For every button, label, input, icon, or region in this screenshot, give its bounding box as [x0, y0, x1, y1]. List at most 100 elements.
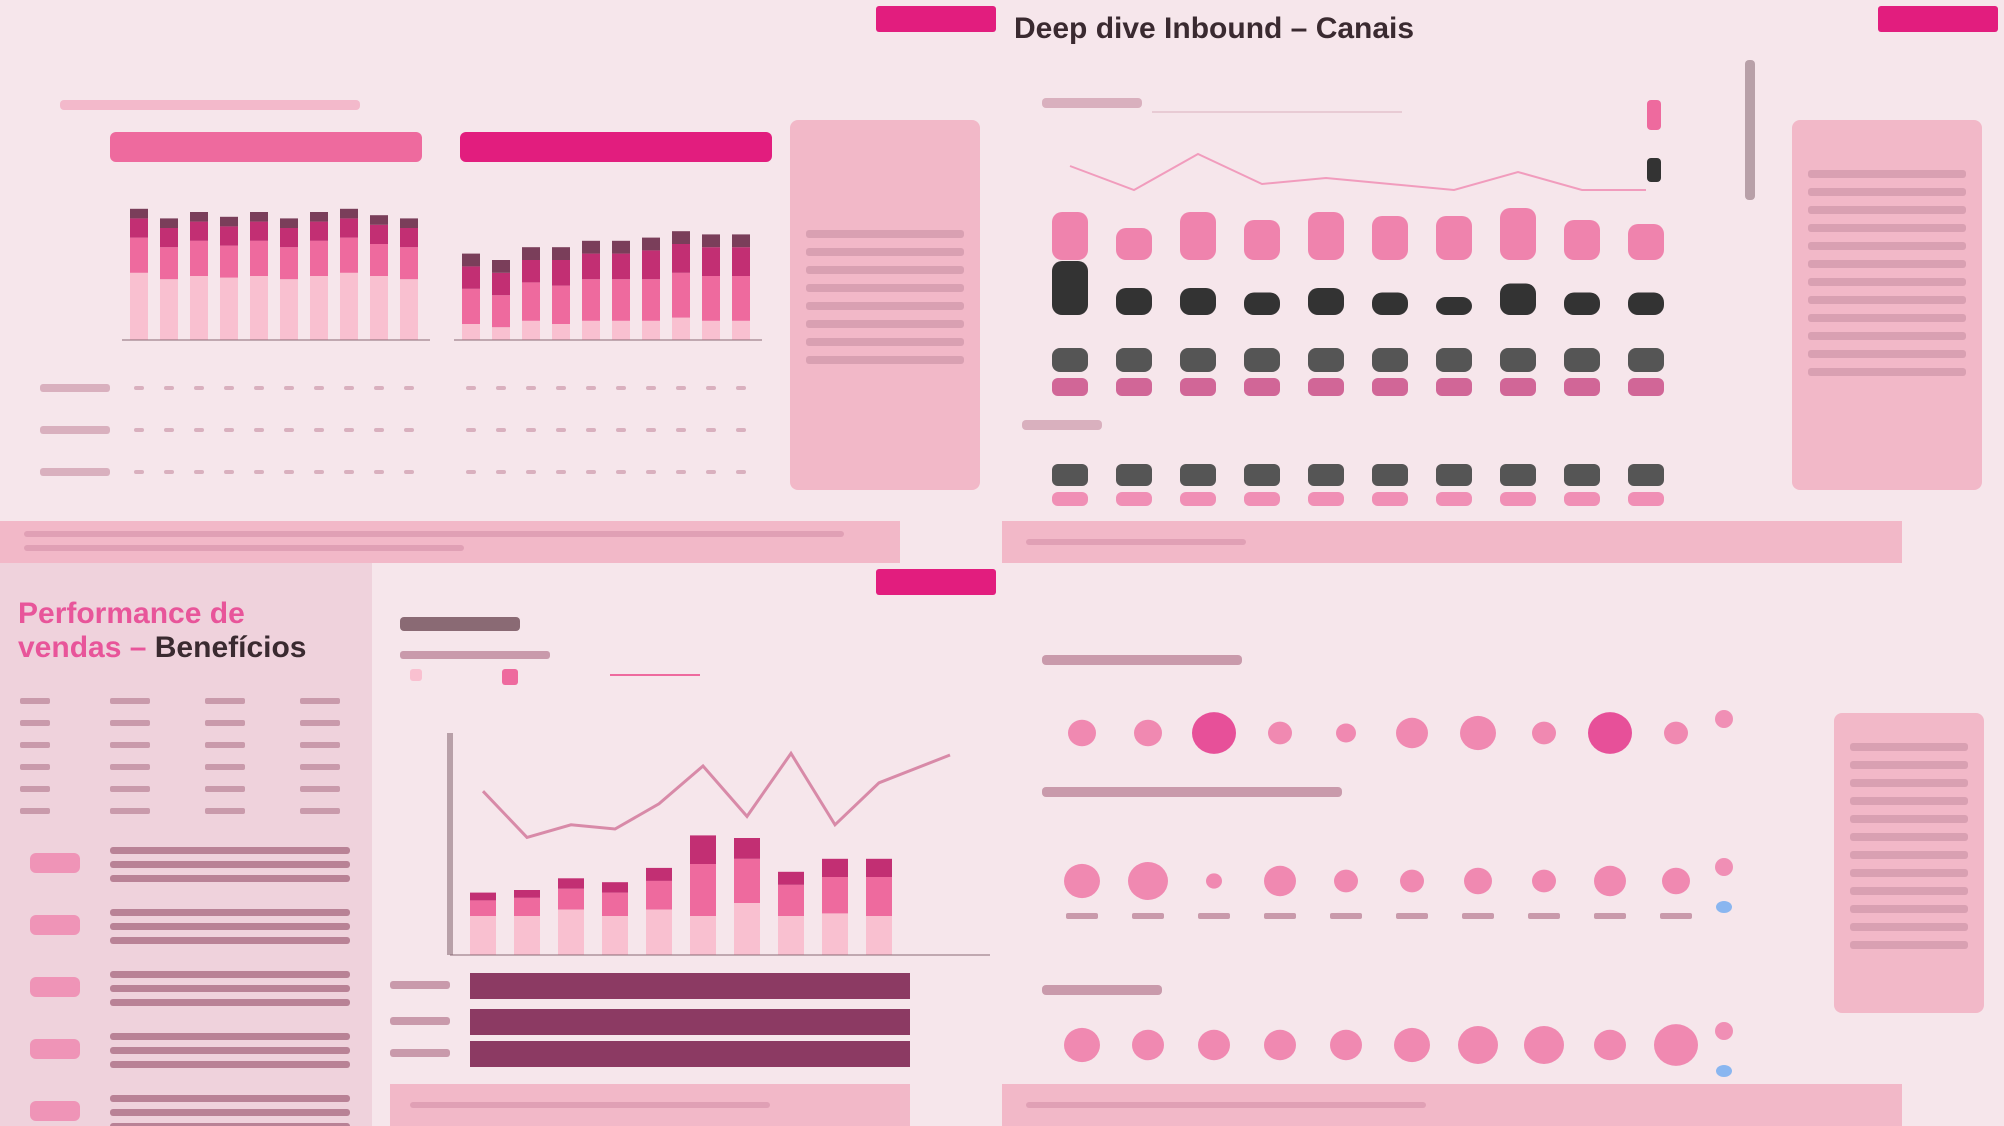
bar-segment	[582, 240, 600, 254]
table-cell	[616, 470, 626, 474]
channel-band	[1436, 378, 1472, 396]
chart-title-bar	[400, 617, 520, 631]
channel-band	[1564, 464, 1600, 486]
bar-segment	[514, 890, 540, 898]
bubble-label	[1066, 913, 1098, 919]
panel-benefits-mapping	[1002, 563, 2004, 1126]
insight-box	[1834, 713, 1984, 1013]
channel-band	[1116, 492, 1152, 506]
bubble	[1532, 869, 1556, 893]
bar-segment	[866, 916, 892, 955]
bar-segment	[732, 247, 750, 276]
bubble-label	[1528, 913, 1560, 919]
chart-p4	[1042, 655, 1733, 1077]
panel-title: Deep dive Inbound – Canais	[1014, 12, 1415, 45]
bar-segment	[190, 221, 208, 241]
table-cell	[110, 786, 150, 792]
channel-band	[1052, 348, 1088, 372]
bar-segment	[250, 212, 268, 222]
bar-segment	[732, 276, 750, 321]
panel-title: Performance de vendas – Benefícios	[18, 597, 307, 664]
bar-segment	[672, 317, 690, 340]
bar-dark	[1436, 297, 1472, 315]
benefit-icon	[30, 1101, 80, 1121]
bar-segment	[462, 266, 480, 289]
table-cell	[110, 764, 150, 770]
bar-segment	[310, 276, 328, 340]
bar-segment	[160, 218, 178, 228]
bar-segment	[470, 900, 496, 916]
bar-segment	[778, 884, 804, 916]
bar-segment	[400, 218, 418, 228]
table-cell	[616, 428, 626, 432]
bubble	[1400, 869, 1424, 893]
channel-band	[1052, 464, 1088, 486]
table-cell	[404, 428, 414, 432]
bubble	[1206, 873, 1222, 889]
bar-pink	[1116, 228, 1152, 260]
table-cell	[736, 470, 746, 474]
bar-segment	[160, 228, 178, 248]
row-label	[390, 1049, 450, 1057]
bar-segment	[642, 237, 660, 251]
bar-segment	[522, 282, 540, 321]
bar-segment	[250, 276, 268, 340]
benefit-icon	[30, 977, 80, 997]
bar-segment	[370, 224, 388, 244]
table-cell	[205, 742, 245, 748]
bar-segment	[220, 277, 238, 340]
bubble	[1192, 712, 1236, 754]
legend-swatch	[410, 669, 422, 681]
table-row-label	[20, 698, 50, 704]
table-cell	[254, 386, 264, 390]
panel-inbound-channels: Deep dive Inbound – Canais	[1002, 0, 2004, 563]
table-cell	[134, 470, 144, 474]
legend-swatch	[1647, 100, 1661, 130]
bar-segment	[646, 867, 672, 881]
table-cell	[164, 386, 174, 390]
bar-segment	[582, 320, 600, 340]
benefit-text	[110, 875, 350, 882]
channel-band	[1500, 378, 1536, 396]
section-tag	[1878, 6, 1998, 32]
bar-segment	[672, 272, 690, 318]
chart-p1	[40, 100, 772, 476]
benefit-text	[110, 847, 350, 854]
table-cell	[110, 742, 150, 748]
benefit-icon	[30, 1039, 80, 1059]
bar-segment	[514, 916, 540, 955]
table-cell	[284, 386, 294, 390]
channel-band	[1180, 492, 1216, 506]
data-table-row	[470, 973, 910, 999]
bar-dark	[1628, 292, 1664, 315]
benefit-text	[110, 999, 350, 1006]
table-cell	[205, 764, 245, 770]
table-cell	[194, 470, 204, 474]
bar-segment	[866, 877, 892, 916]
bubble	[1662, 867, 1690, 895]
benefit-text	[110, 1061, 350, 1068]
bar-pink	[1052, 212, 1088, 260]
bar-pink	[1372, 216, 1408, 260]
bar-segment	[130, 237, 148, 273]
legend-dot	[1715, 710, 1733, 728]
table-cell	[344, 428, 354, 432]
bubble	[1460, 715, 1496, 751]
bar-segment	[646, 909, 672, 955]
bar-segment	[220, 245, 238, 278]
channel-band	[1308, 378, 1344, 396]
table-cell	[314, 470, 324, 474]
table-cell	[224, 386, 234, 390]
section-label	[1042, 985, 1162, 995]
bar-segment	[130, 218, 148, 238]
bar-segment	[642, 250, 660, 280]
table-cell	[344, 470, 354, 474]
bar-segment	[190, 240, 208, 276]
benefit-icon	[30, 853, 80, 873]
bar-pink	[1436, 216, 1472, 260]
table-cell	[676, 428, 686, 432]
table-cell	[616, 386, 626, 390]
footer-bar	[1002, 1084, 1902, 1126]
table-cell	[526, 428, 536, 432]
table-cell	[164, 470, 174, 474]
